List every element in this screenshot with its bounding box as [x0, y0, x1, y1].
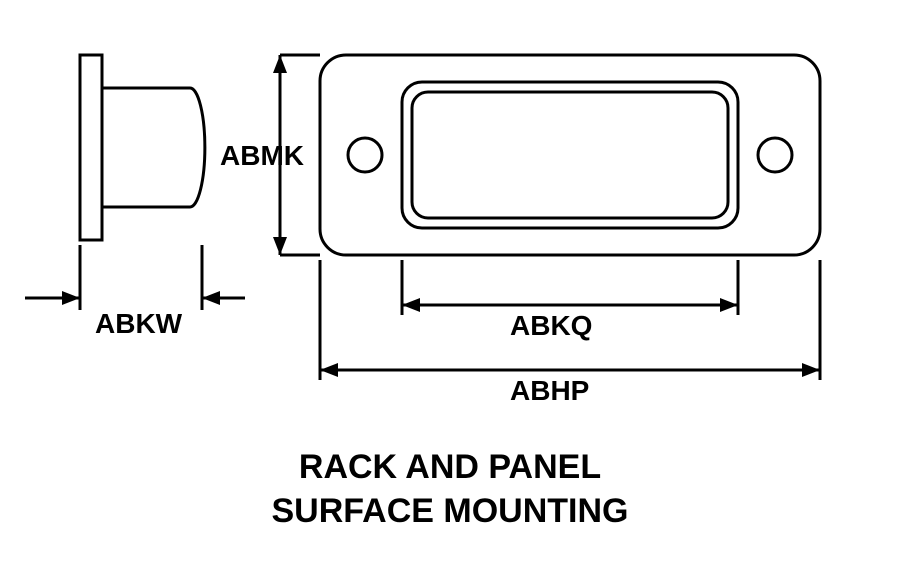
dimension-label-abkq: ABKQ: [510, 310, 592, 342]
dimension-label-abhp: ABHP: [510, 375, 589, 407]
title-line-2: SURFACE MOUNTING: [0, 489, 900, 533]
title-block: RACK AND PANEL SURFACE MOUNTING: [0, 445, 900, 533]
dimension-label-abmk: ABMK: [220, 140, 304, 172]
dimension-label-abkw: ABKW: [95, 308, 182, 340]
title-line-1: RACK AND PANEL: [0, 445, 900, 489]
